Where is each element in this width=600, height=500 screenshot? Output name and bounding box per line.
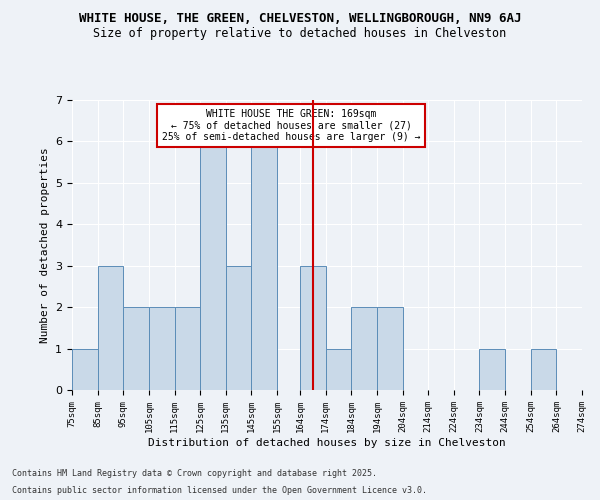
Bar bbox=[72, 348, 98, 390]
Bar bbox=[251, 142, 277, 390]
Y-axis label: Number of detached properties: Number of detached properties bbox=[40, 147, 50, 343]
Bar bbox=[531, 348, 556, 390]
Text: Contains HM Land Registry data © Crown copyright and database right 2025.: Contains HM Land Registry data © Crown c… bbox=[12, 468, 377, 477]
Text: WHITE HOUSE THE GREEN: 169sqm
← 75% of detached houses are smaller (27)
25% of s: WHITE HOUSE THE GREEN: 169sqm ← 75% of d… bbox=[162, 108, 421, 142]
Bar bbox=[123, 307, 149, 390]
Bar bbox=[377, 307, 403, 390]
Bar bbox=[175, 307, 200, 390]
Bar bbox=[300, 266, 326, 390]
Text: WHITE HOUSE, THE GREEN, CHELVESTON, WELLINGBOROUGH, NN9 6AJ: WHITE HOUSE, THE GREEN, CHELVESTON, WELL… bbox=[79, 12, 521, 26]
Text: Size of property relative to detached houses in Chelveston: Size of property relative to detached ho… bbox=[94, 28, 506, 40]
Bar bbox=[326, 348, 352, 390]
Bar bbox=[226, 266, 251, 390]
Bar bbox=[352, 307, 377, 390]
Bar bbox=[149, 307, 175, 390]
Text: Contains public sector information licensed under the Open Government Licence v3: Contains public sector information licen… bbox=[12, 486, 427, 495]
X-axis label: Distribution of detached houses by size in Chelveston: Distribution of detached houses by size … bbox=[148, 438, 506, 448]
Bar bbox=[98, 266, 123, 390]
Bar bbox=[479, 348, 505, 390]
Bar bbox=[200, 142, 226, 390]
